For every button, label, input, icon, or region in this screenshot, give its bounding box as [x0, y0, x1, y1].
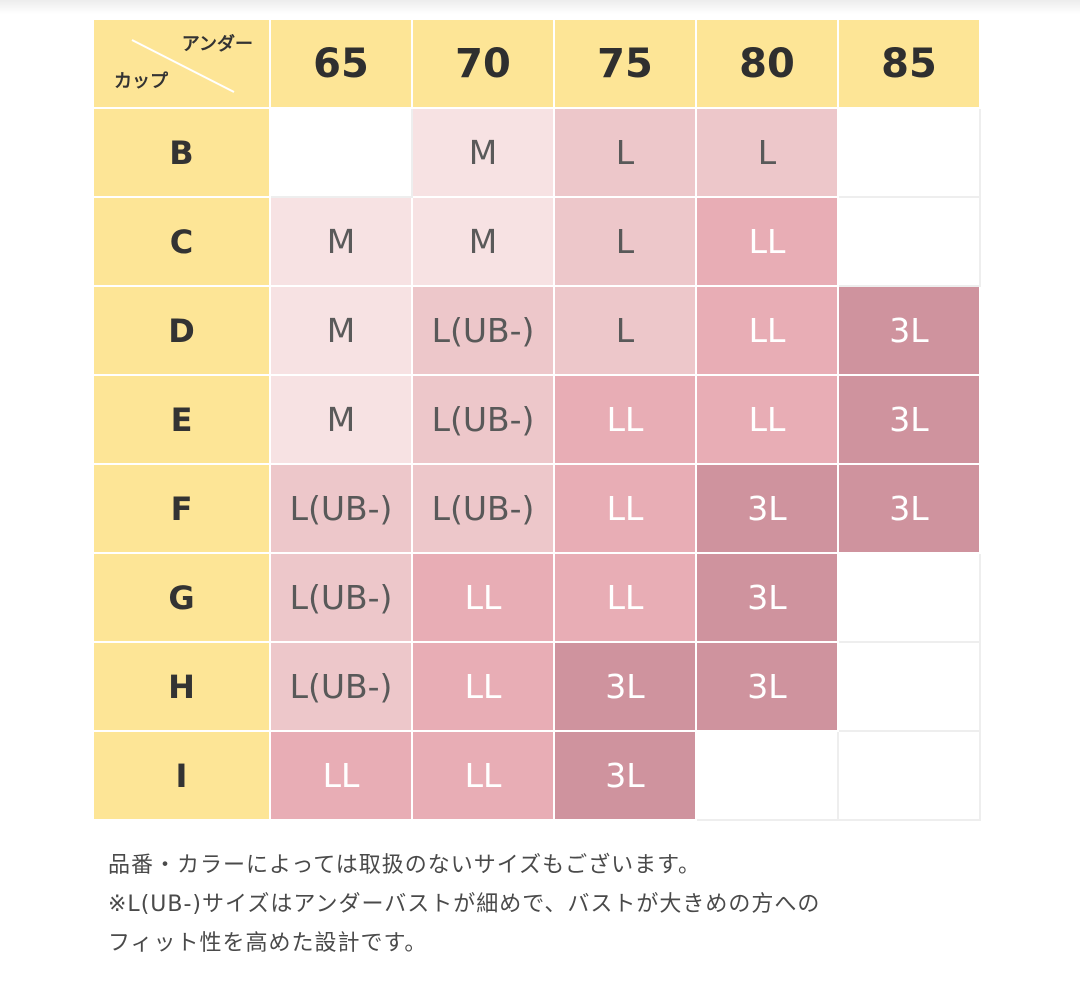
size-cell: LL	[271, 732, 413, 821]
size-cell: M	[271, 376, 413, 465]
size-cell	[839, 109, 981, 198]
note-line: フィット性を高めた設計です。	[108, 931, 428, 956]
column-header-70: 70	[413, 20, 555, 109]
size-cell: L(UB-)	[271, 465, 413, 554]
size-cell: L	[555, 198, 697, 287]
size-cell: L	[697, 109, 839, 198]
note-line: 品番・カラーによっては取扱のないサイズもございます。	[108, 853, 701, 878]
size-cell	[839, 643, 981, 732]
size-cell: L	[555, 109, 697, 198]
size-cell: L(UB-)	[413, 465, 555, 554]
size-cell: 3L	[839, 465, 981, 554]
size-cell: 3L	[697, 554, 839, 643]
row-header-cup-f: F	[94, 465, 271, 554]
row-header-cup-d: D	[94, 287, 271, 376]
size-cell: 3L	[697, 465, 839, 554]
size-cell: M	[271, 287, 413, 376]
size-cell	[839, 198, 981, 287]
size-cell: LL	[697, 376, 839, 465]
column-header-75: 75	[555, 20, 697, 109]
column-header-80: 80	[697, 20, 839, 109]
size-cell	[839, 732, 981, 821]
size-cell: M	[413, 109, 555, 198]
size-cell: LL	[697, 198, 839, 287]
size-cell: L(UB-)	[413, 287, 555, 376]
size-cell: LL	[555, 554, 697, 643]
size-cell: LL	[413, 554, 555, 643]
corner-diagonal-line	[131, 39, 235, 93]
notes: 品番・カラーによっては取扱のないサイズもございます。 ※L(UB-)サイズはアン…	[108, 846, 1008, 963]
size-cell: L(UB-)	[271, 643, 413, 732]
size-cell: L(UB-)	[271, 554, 413, 643]
size-cell: LL	[697, 287, 839, 376]
size-chart-table: アンダー カップ 65 70 75 80 85 B M L L C M M L LL D M L(UB…	[94, 20, 981, 821]
table-corner-header: アンダー カップ	[94, 20, 271, 109]
size-cell: LL	[555, 376, 697, 465]
top-shadow	[0, 0, 1080, 14]
note-line: ※L(UB-)サイズはアンダーバストが細めで、バストが大きめの方への	[108, 892, 821, 917]
column-header-65: 65	[271, 20, 413, 109]
under-label: アンダー	[181, 34, 253, 55]
row-header-cup-c: C	[94, 198, 271, 287]
row-header-cup-h: H	[94, 643, 271, 732]
size-cell: M	[413, 198, 555, 287]
row-header-cup-b: B	[94, 109, 271, 198]
size-cell	[697, 732, 839, 821]
size-cell: M	[271, 198, 413, 287]
size-cell: 3L	[697, 643, 839, 732]
size-cell: LL	[555, 465, 697, 554]
size-cell: 3L	[555, 732, 697, 821]
size-cell: L(UB-)	[413, 376, 555, 465]
size-cell	[271, 109, 413, 198]
size-cell: L	[555, 287, 697, 376]
size-cell: 3L	[555, 643, 697, 732]
size-cell: 3L	[839, 376, 981, 465]
size-cell: 3L	[839, 287, 981, 376]
row-header-cup-g: G	[94, 554, 271, 643]
size-cell: LL	[413, 732, 555, 821]
row-header-cup-e: E	[94, 376, 271, 465]
cup-label: カップ	[114, 71, 168, 92]
row-header-cup-i: I	[94, 732, 271, 821]
size-cell: LL	[413, 643, 555, 732]
column-header-85: 85	[839, 20, 981, 109]
size-cell	[839, 554, 981, 643]
